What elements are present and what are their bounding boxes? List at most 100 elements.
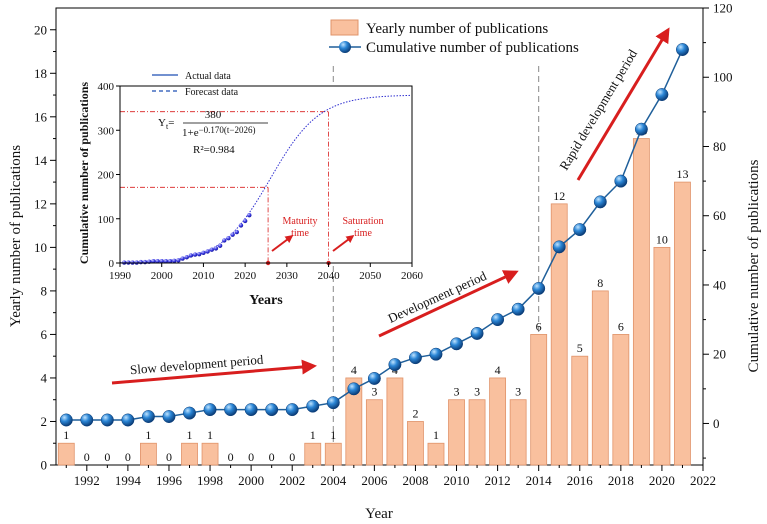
- saturation-label-line1: Saturation: [342, 216, 383, 227]
- maturity-label-line2: time: [291, 228, 309, 239]
- bar-label-2002: 0: [289, 450, 295, 464]
- slow-period-label: Slow development period: [129, 352, 264, 377]
- actual-point-2021: [247, 213, 252, 218]
- cumulative-point-2019: [634, 122, 648, 136]
- cumulative-point-1995: [141, 410, 155, 423]
- inset-y-tick-label-400: 400: [98, 81, 115, 93]
- left-y-tick-label-10: 10: [34, 240, 47, 255]
- bar-label-2013: 3: [515, 385, 521, 399]
- inset-x-tick-label-2060: 2060: [401, 270, 424, 282]
- inset-background: [120, 86, 412, 263]
- left-y-axis-ticks: 0 2 4 6 8 10 12 14 16 18 20: [34, 22, 56, 473]
- cumulative-point-2001: [265, 403, 279, 417]
- inset-x-axis-label: Years: [249, 293, 283, 308]
- bar-label-2000: 0: [248, 450, 254, 464]
- bar-2013: [509, 399, 527, 466]
- bar-label-2003: 1: [310, 428, 316, 442]
- bar-2011: [468, 399, 486, 466]
- left-y-tick-label-8: 8: [41, 283, 48, 298]
- cumulative-point-1999: [224, 403, 238, 417]
- actual-point-2011: [205, 249, 210, 254]
- x-tick-label-2006: 2006: [361, 473, 388, 488]
- maturity-arrow: [271, 235, 294, 252]
- actual-point-2005: [180, 256, 185, 261]
- cumulative-point-2014: [532, 281, 546, 295]
- bar-label-2005: 4: [351, 363, 357, 377]
- bar-label-1995: 1: [145, 428, 151, 442]
- cumulative-point-2006: [367, 371, 381, 385]
- left-y-axis-label: Yearly number of publications: [8, 145, 24, 327]
- right-y-tick-label-80: 80: [713, 139, 726, 154]
- inset-x-tick-label-2040: 2040: [318, 270, 341, 282]
- bar-2008: [407, 421, 424, 466]
- bar-label-1996: 0: [166, 450, 172, 464]
- formula-lhs: Yt=: [158, 117, 174, 131]
- actual-point-2004: [176, 258, 181, 263]
- actual-point-2010: [201, 250, 206, 256]
- cumulative-point-2000: [244, 403, 258, 417]
- left-y-tick-label-18: 18: [34, 66, 47, 81]
- inset-x-tick-label-2020: 2020: [234, 270, 257, 282]
- bar-label-1999: 0: [228, 450, 234, 464]
- rapid-period-label: Rapid development period: [556, 46, 640, 172]
- cumulative-point-2003: [306, 399, 320, 413]
- bar-label-2015: 12: [553, 189, 565, 203]
- bar-2007: [386, 377, 404, 466]
- bar-label-2020: 10: [656, 232, 668, 246]
- legend-line-marker: [339, 41, 351, 53]
- legend-bar-swatch: [330, 19, 359, 36]
- x-tick-label-2000: 2000: [238, 473, 264, 488]
- actual-point-2012: [209, 247, 214, 252]
- maturity-label-line1: Maturity: [283, 216, 318, 227]
- right-y-tick-label-100: 100: [713, 70, 733, 85]
- actual-point-2001: [163, 259, 169, 264]
- cumulative-point-1998: [203, 403, 217, 417]
- actual-point-2020: [242, 218, 248, 224]
- inset-actual-points: [121, 213, 252, 265]
- actual-point-2015: [222, 238, 227, 243]
- cumulative-point-2012: [491, 313, 505, 327]
- cumulative-point-2011: [470, 326, 484, 340]
- inset-x-tick-label-2000: 2000: [151, 270, 174, 282]
- actual-point-2007: [188, 253, 194, 258]
- bar-2009: [427, 442, 445, 466]
- bar-1998: [201, 442, 219, 466]
- actual-point-2016: [226, 236, 231, 241]
- cumulative-point-2009: [429, 347, 443, 361]
- saturation-arrow: [332, 235, 355, 252]
- left-y-tick-label-0: 0: [41, 458, 48, 473]
- cumulative-point-2002: [285, 403, 299, 417]
- bar-2018: [612, 334, 630, 466]
- cumulative-point-2013: [511, 302, 525, 316]
- actual-point-1996: [142, 259, 148, 265]
- cumulative-point-1996: [162, 410, 176, 423]
- actual-point-2008: [192, 252, 198, 257]
- actual-point-1999: [155, 259, 160, 264]
- bar-2012: [489, 377, 507, 466]
- bar-2004: [324, 442, 342, 466]
- bar-label-2008: 2: [412, 406, 418, 420]
- left-y-tick-label-14: 14: [34, 153, 48, 168]
- left-y-tick-label-20: 20: [34, 22, 47, 37]
- right-y-tick-label-20: 20: [713, 347, 726, 362]
- cumulative-point-2021: [676, 43, 689, 56]
- bar-2010: [448, 399, 465, 466]
- actual-point-2003: [172, 258, 177, 263]
- inset-y-tick-label-300: 300: [98, 125, 115, 137]
- left-y-tick-label-6: 6: [41, 327, 48, 342]
- actual-point-1995: [138, 259, 144, 265]
- formula-denominator: 1+e−0.170(t−2026): [182, 125, 256, 139]
- inset-y-tick-label-100: 100: [98, 214, 115, 226]
- bar-2006: [365, 399, 383, 466]
- logistic-formula: Yt= 380 1+e−0.170(t−2026) R²=0.984: [158, 109, 268, 156]
- bar-label-2006: 3: [371, 385, 377, 399]
- x-tick-label-1992: 1992: [74, 473, 100, 488]
- bar-1995: [140, 442, 157, 466]
- inset-legend-actual-label: Actual data: [185, 71, 231, 82]
- bar-label-1991: 1: [63, 428, 69, 442]
- bar-label-1993: 0: [104, 450, 110, 464]
- cumulative-point-2020: [655, 88, 669, 102]
- x-tick-label-2022: 2022: [690, 473, 716, 488]
- saturation-label-line2: time: [354, 228, 372, 239]
- cumulative-point-1992: [80, 413, 94, 427]
